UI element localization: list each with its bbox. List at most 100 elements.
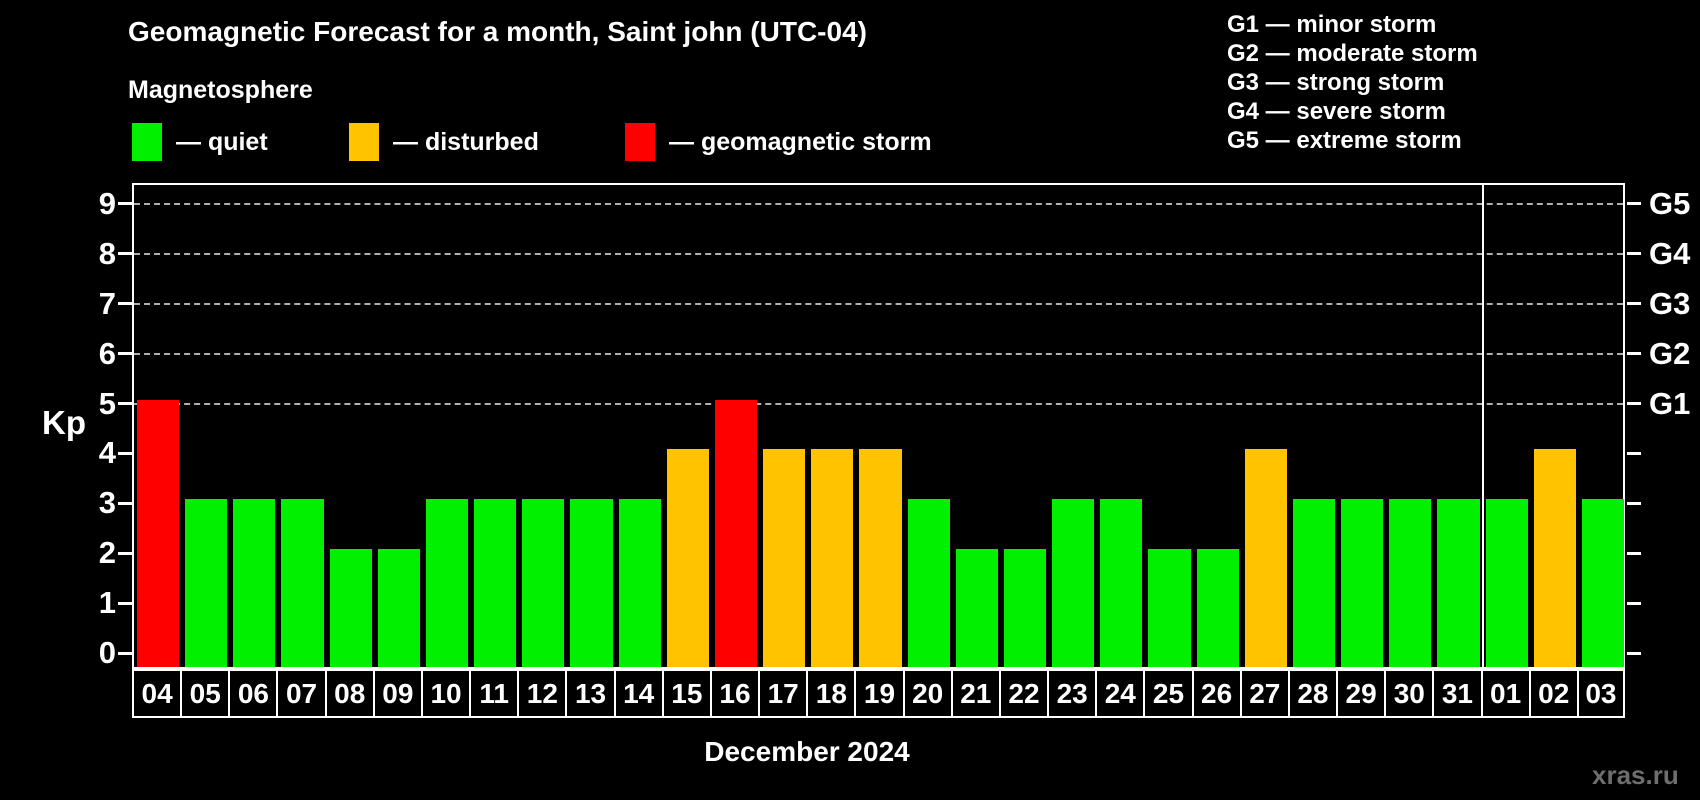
date-label-07: 07	[276, 669, 327, 718]
gridline-kp6	[134, 352, 1623, 355]
kp-bar-29	[1341, 499, 1384, 667]
status-legend: — quiet — disturbed — geomagnetic storm	[0, 120, 1700, 164]
kp-bar-04	[137, 399, 180, 667]
kp-bar-14	[618, 499, 661, 667]
y-axis-tick-left-4	[118, 451, 132, 455]
y-tick-label-0: 0	[98, 635, 116, 670]
kp-bar-08	[329, 549, 372, 667]
kp-bar-30	[1389, 499, 1432, 667]
right-axis-label-G2: G2	[1649, 335, 1691, 371]
date-label-16: 16	[709, 669, 761, 718]
kp-bar-15	[666, 449, 709, 667]
storm-swatch-icon	[625, 123, 655, 161]
kp-bar-18	[811, 449, 854, 667]
kp-bar-22	[1003, 549, 1047, 667]
kp-bar-25	[1148, 549, 1191, 667]
x-axis-month-label: December 2024	[704, 736, 910, 767]
y-axis-tick-left-3	[118, 501, 132, 505]
date-label-15: 15	[661, 669, 712, 718]
y-axis-tick-left-8	[118, 252, 132, 256]
y-tick-label-2: 2	[98, 535, 116, 571]
y-axis-tick-right-4	[1627, 451, 1641, 455]
y-axis-tick-left-2	[118, 551, 132, 555]
quiet-swatch-icon	[132, 123, 162, 161]
kp-bar-03	[1581, 499, 1624, 667]
kp-bar-10	[425, 499, 469, 667]
y-axis-tick-left-9	[118, 202, 132, 206]
g-legend-line: G2 — moderate storm	[1227, 40, 1478, 67]
date-label-12: 12	[517, 669, 568, 718]
y-axis-tick-right-9	[1627, 202, 1641, 206]
g-legend-line: G1 — minor storm	[1227, 11, 1437, 38]
date-label-17: 17	[758, 669, 809, 718]
gridline-kp5	[134, 402, 1623, 405]
date-label-31: 31	[1432, 669, 1483, 718]
date-label-03: 03	[1576, 669, 1625, 718]
kp-bar-26	[1196, 549, 1239, 667]
y-axis-tick-left-7	[118, 302, 132, 306]
date-label-02: 02	[1528, 669, 1579, 718]
kp-bar-21	[955, 549, 998, 667]
y-axis-tick-left-0	[118, 651, 132, 655]
date-label-10: 10	[420, 669, 472, 718]
kp-bar-31	[1437, 499, 1480, 667]
kp-bar-01	[1485, 499, 1528, 667]
y-axis-tick-right-8	[1627, 252, 1641, 256]
x-axis-date-labels: 04 05 06 07 08 09 10 11 12 13 14 15 16 17 18 19 20 21 22 23…	[132, 669, 1625, 718]
watermark: xras.ru	[1592, 760, 1679, 790]
y-axis-tick-left-6	[118, 352, 132, 356]
legend-item-disturbed: — disturbed	[349, 120, 539, 164]
kp-bar-16	[714, 399, 758, 667]
date-label-27: 27	[1239, 669, 1290, 718]
gridline-kp8	[134, 252, 1623, 255]
kp-bar-12	[522, 499, 565, 667]
date-label-21: 21	[950, 669, 1001, 718]
kp-bar-24	[1100, 499, 1143, 667]
y-axis-tick-right-1	[1627, 601, 1641, 605]
y-axis-tick-right-7	[1627, 302, 1641, 306]
g-legend-line: G5 — extreme storm	[1227, 127, 1462, 154]
kp-bar-06	[233, 499, 276, 667]
kp-bar-02	[1533, 449, 1576, 667]
g-legend-line: G3 — strong storm	[1227, 69, 1445, 96]
y-tick-label-5: 5	[98, 385, 116, 421]
right-axis-label-G3: G3	[1649, 285, 1691, 321]
date-label-11: 11	[469, 669, 520, 718]
disturbed-swatch-icon	[349, 123, 379, 161]
y-axis-tick-left-1	[118, 601, 132, 605]
y-axis-tick-right-0	[1627, 651, 1641, 655]
date-label-25: 25	[1143, 669, 1194, 718]
kp-bar-11	[474, 499, 517, 667]
date-label-22: 22	[998, 669, 1050, 718]
date-label-09: 09	[372, 669, 423, 718]
date-label-18: 18	[806, 669, 857, 718]
date-label-13: 13	[565, 669, 616, 718]
date-label-14: 14	[613, 669, 664, 718]
kp-bar-05	[185, 499, 228, 667]
kp-bar-23	[1052, 499, 1095, 667]
date-label-23: 23	[1047, 669, 1098, 718]
plot-area: 0 1 2 3 4 5 6 7 8 9 G1 G2 G3 G4 G5	[99, 183, 1690, 670]
y-axis-tick-left-5	[118, 402, 132, 405]
y-axis-tick-right-6	[1627, 352, 1641, 356]
y-tick-label-7: 7	[98, 285, 116, 321]
kp-bar-28	[1292, 499, 1336, 667]
y-axis-tick-right-5	[1627, 402, 1641, 405]
kp-bar-27	[1244, 449, 1287, 667]
y-axis-label: Kp	[42, 404, 86, 441]
y-tick-label-8: 8	[98, 235, 116, 271]
chart-title: Geomagnetic Forecast for a month, Saint …	[128, 16, 867, 47]
y-tick-label-4: 4	[98, 435, 116, 471]
y-tick-label-6: 6	[98, 335, 116, 371]
right-axis-label-G1: G1	[1649, 385, 1691, 421]
kp-bar-20	[907, 499, 950, 667]
date-label-20: 20	[902, 669, 953, 718]
month-boundary-line	[1481, 185, 1484, 667]
gridline-kp7	[134, 302, 1623, 305]
date-label-08: 08	[324, 669, 375, 718]
legend-item-quiet: — quiet	[132, 120, 268, 164]
right-axis-label-G5: G5	[1649, 185, 1691, 221]
legend-label: — disturbed	[393, 127, 539, 156]
date-label-29: 29	[1336, 669, 1387, 718]
